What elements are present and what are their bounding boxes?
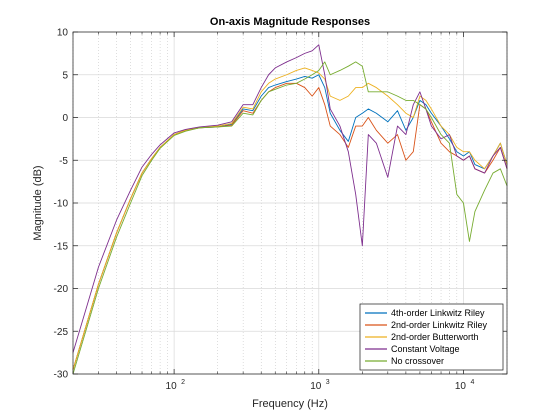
chart-title: On-axis Magnitude Responses [210,16,370,28]
x-tick-label: 10 [166,381,178,392]
y-tick-label: 5 [62,70,68,81]
y-tick-label: 0 [62,113,68,124]
y-axis-label: Magnitude (dB) [32,165,44,240]
legend-entry: 2nd-order Linkwitz Riley [391,320,488,330]
series-line-5 [72,61,508,375]
x-tick-label-exponent: 2 [181,379,185,386]
legend-box [359,303,504,371]
legend-entry: 4th-order Linkwitz Riley [391,308,485,318]
x-tick-label: 10 [310,381,322,392]
series-line-4 [72,44,508,353]
legend: 4th-order Linkwitz Riley 2nd-order Linkwi… [359,303,504,371]
x-tick-label: 10 [455,381,467,392]
y-tick-label: -20 [54,284,69,295]
y-tick-label: -5 [59,156,68,167]
legend-entry: 2nd-order Butterworth [391,332,479,342]
series-line-3 [72,67,508,370]
legend-entry: Constant Voltage [391,344,460,354]
y-tick-label: -15 [54,241,69,252]
y-tick-label: -25 [54,327,69,338]
x-tick-label-exponent: 3 [326,379,330,386]
y-tick-label: -30 [54,370,69,381]
x-tick-label-exponent: 4 [470,379,474,386]
y-tick-label: -10 [54,199,69,210]
series-lines [72,44,508,375]
legend-entry: No crossover [391,356,444,366]
y-tick-label: 10 [57,28,69,39]
x-axis-label: Frequency (Hz) [252,398,328,410]
